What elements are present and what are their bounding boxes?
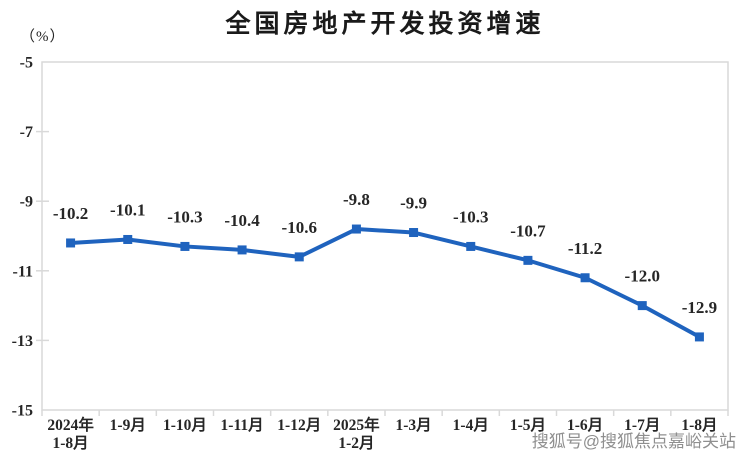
data-point-marker bbox=[580, 273, 590, 283]
x-axis-label: 1-3月 bbox=[395, 416, 431, 434]
data-point-marker bbox=[694, 332, 704, 342]
x-axis-label: 1-5月 bbox=[510, 416, 546, 434]
x-axis-label: 1-10月 bbox=[163, 416, 207, 434]
data-point-marker bbox=[523, 255, 533, 265]
y-axis-label: -11 bbox=[13, 263, 33, 280]
data-label: -11.2 bbox=[568, 239, 602, 258]
x-axis-label: 1-9月 bbox=[110, 416, 146, 434]
data-label: -10.1 bbox=[110, 200, 145, 219]
data-label: -10.2 bbox=[53, 204, 88, 223]
data-point-marker bbox=[351, 224, 361, 234]
series-line bbox=[68, 227, 702, 339]
x-axis-label: 1-6月 bbox=[567, 416, 603, 434]
data-label: -10.7 bbox=[510, 221, 546, 240]
data-point-marker bbox=[66, 238, 76, 248]
data-point-marker bbox=[294, 252, 304, 262]
x-axis-label: 1-7月 bbox=[624, 416, 660, 434]
y-axis-unit-label: （%） bbox=[20, 29, 66, 45]
chart-title: 全国房地产开发投资增速 bbox=[225, 10, 545, 38]
y-axis-label: -7 bbox=[20, 124, 33, 141]
data-label: -9.8 bbox=[343, 190, 370, 209]
data-point-marker bbox=[180, 241, 190, 251]
data-point-marker bbox=[237, 245, 247, 255]
y-axis-label: -15 bbox=[12, 403, 33, 420]
watermark: 搜狐号@搜狐焦点嘉峪关站 bbox=[531, 432, 736, 451]
data-point-marker bbox=[123, 234, 133, 244]
x-axis-label: 1-12月 bbox=[277, 416, 321, 434]
x-axis-label: 1-8月 bbox=[52, 434, 88, 452]
y-axis-label: -13 bbox=[12, 333, 33, 350]
data-label: -10.4 bbox=[224, 211, 260, 230]
x-axis-label: 1-11月 bbox=[221, 416, 264, 434]
y-axis-label: -5 bbox=[20, 55, 33, 72]
data-label: -10.6 bbox=[282, 218, 317, 237]
plot-border bbox=[41, 61, 729, 411]
data-label: -12.0 bbox=[625, 267, 660, 286]
data-label: -10.3 bbox=[453, 207, 488, 226]
x-axis-label: 2025年 bbox=[333, 415, 380, 434]
x-axis-label: 1-8月 bbox=[681, 416, 717, 434]
data-label: -10.3 bbox=[167, 207, 202, 226]
data-label: -9.9 bbox=[400, 194, 427, 213]
x-axis-label: 1-4月 bbox=[453, 416, 489, 434]
data-point-marker bbox=[466, 241, 476, 251]
data-point-marker bbox=[637, 301, 647, 311]
data-point-marker bbox=[409, 228, 419, 238]
x-axis-label: 2024年 bbox=[47, 415, 94, 434]
x-axis-label: 1-2月 bbox=[338, 434, 374, 452]
y-axis-label: -9 bbox=[20, 194, 33, 211]
data-label: -12.9 bbox=[682, 298, 717, 317]
